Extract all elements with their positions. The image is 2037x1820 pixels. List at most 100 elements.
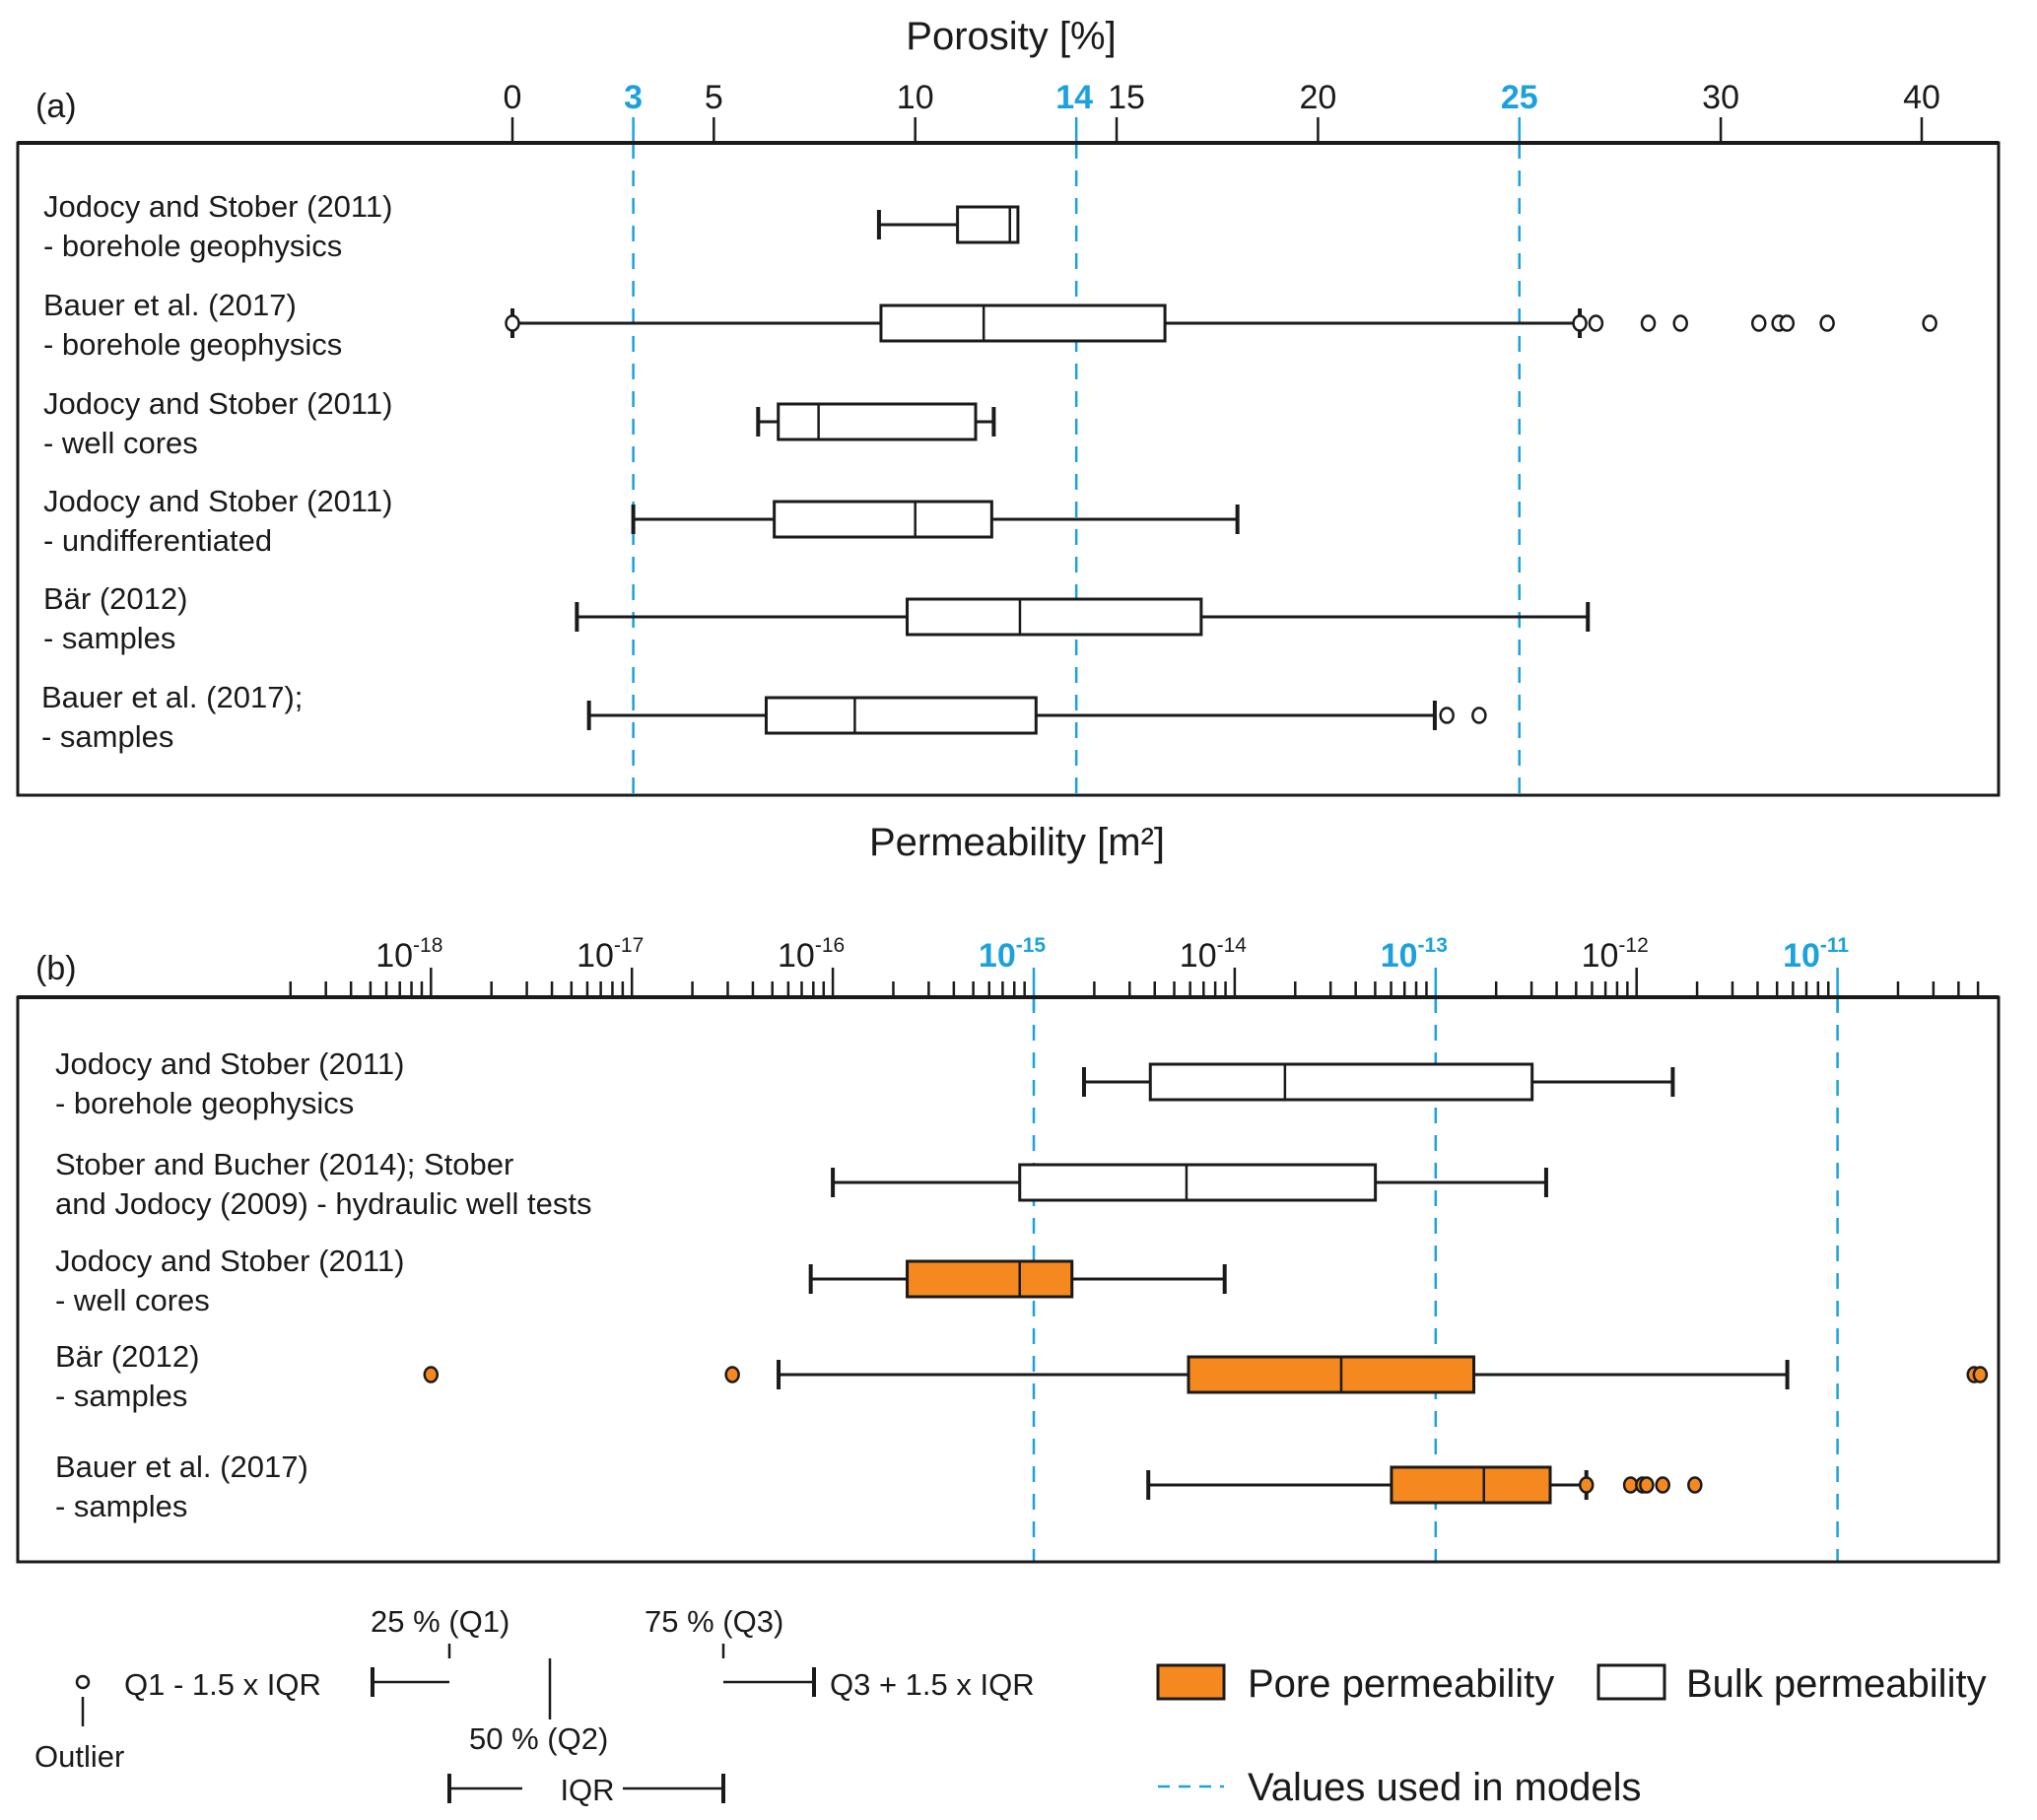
outlier-point [1572, 314, 1588, 332]
outlier-point [1779, 314, 1796, 332]
outlier-point [1819, 314, 1835, 332]
panel-permeability: Permeability [m²] (b) 10-18 10-17 10-16 10-… [16, 821, 2001, 1564]
tick-base: 10 [1783, 937, 1820, 975]
legend-upper-whisker-label: Q3 + 1.5 x IQR [830, 1667, 1035, 1702]
tick-exponent: -14 [1217, 934, 1248, 957]
legend-lower-whisker-label: Q1 - 1.5 x IQR [124, 1667, 321, 1702]
tick-base: 10 [979, 937, 1016, 975]
iqr-box [956, 205, 1020, 244]
panel-porosity: Porosity [%] (a) 0 3 5 10 14 15 20 25 30 40 Jodoc… [16, 15, 2001, 797]
porosity-tick-label: 5 [705, 79, 723, 116]
tick-exponent: -11 [1820, 934, 1850, 957]
permeability-row: Jodocy and Stober (2011) - borehole geoph… [55, 1046, 1675, 1120]
iqr-box [764, 696, 1038, 735]
iqr-box [906, 597, 1203, 637]
tick-base: 10 [375, 937, 413, 975]
tick-base: 10 [1381, 937, 1418, 975]
permeability-row-label: - samples [55, 1489, 187, 1523]
porosity-row-label: - well cores [43, 426, 198, 460]
permeability-row-label: - samples [55, 1379, 187, 1413]
legend-q2-label: 50 % (Q2) [469, 1721, 608, 1756]
porosity-row-label: Bär (2012) [43, 581, 187, 616]
tick-exponent: -16 [815, 934, 845, 957]
porosity-row-label: Bauer et al. (2017) [43, 288, 297, 322]
permeability-rows: Jodocy and Stober (2011) - borehole geoph… [55, 1046, 1989, 1523]
porosity-row-label: Jodocy and Stober (2011) [43, 484, 392, 518]
outlier-point [1751, 314, 1767, 332]
porosity-row-label: - borehole geophysics [43, 229, 342, 263]
legend-q1-label: 25 % (Q1) [371, 1604, 509, 1639]
outlier-point [1655, 1476, 1670, 1494]
tick-base: 10 [577, 937, 614, 975]
tick-exponent: -17 [614, 934, 644, 957]
porosity-row-label: - undifferentiated [43, 523, 272, 558]
iqr-box [879, 303, 1167, 343]
outlier-point [1588, 314, 1604, 332]
iqr-box [773, 500, 993, 539]
porosity-row: Bär (2012) - samples [43, 581, 1591, 655]
permeability-tick-label: 10-18 [375, 934, 442, 975]
tick-exponent: -13 [1418, 934, 1448, 957]
outlier-point [1439, 707, 1455, 724]
legend-reference-label: Values used in models [1248, 1766, 1642, 1809]
legend-q3-label: 75 % (Q3) [645, 1604, 783, 1639]
permeability-row: Bauer et al. (2017) - samples [55, 1449, 1703, 1523]
porosity-tick-label: 20 [1299, 79, 1336, 116]
porosity-row-label: - samples [43, 621, 175, 655]
permeability-tick-label: 10-15 [979, 934, 1047, 975]
porosity-axis-title: Porosity [%] [906, 15, 1116, 58]
iqr-box [1187, 1355, 1476, 1394]
permeability-tick-label: 10-16 [778, 934, 845, 975]
permeability-row-label: Stober and Bucher (2014); Stober [55, 1147, 513, 1181]
porosity-row-label: Jodocy and Stober (2011) [43, 189, 392, 224]
panel-a-label: (a) [35, 88, 77, 125]
tick-exponent: -18 [413, 934, 442, 957]
legend-pore-label: Pore permeability [1248, 1662, 1554, 1706]
legend-pore-swatch [1156, 1663, 1226, 1701]
legend-iqr-label: IQR [560, 1773, 614, 1807]
outlier-point [1578, 1476, 1595, 1494]
legend-outlier-marker [75, 1674, 91, 1690]
boxplot-legend: Outlier Q1 - 1.5 x IQR 25 % (Q1) 50 % (Q… [34, 1604, 1035, 1807]
porosity-row: Jodocy and Stober (2011) - borehole geoph… [43, 189, 1020, 263]
iqr-box [777, 402, 978, 441]
porosity-row-label: - samples [41, 719, 173, 754]
permeability-tick-label: 10-17 [577, 934, 644, 975]
porosity-tick-label: 10 [897, 79, 934, 116]
outlier-point [1922, 314, 1937, 332]
iqr-box [1390, 1465, 1552, 1505]
porosity-row: Jodocy and Stober (2011) - undifferentiat… [43, 484, 1240, 558]
tick-exponent: -12 [1618, 934, 1648, 957]
legend-outlier-label: Outlier [34, 1739, 124, 1774]
porosity-row-label: - borehole geophysics [43, 327, 342, 362]
permeability-row-label: - well cores [55, 1283, 210, 1317]
permeability-tick-label: 10-11 [1783, 934, 1849, 975]
porosity-row-label: Jodocy and Stober (2011) [43, 386, 392, 421]
outlier-point [1672, 314, 1688, 332]
permeability-tick-label: 10-14 [1180, 934, 1248, 975]
outlier-point [1972, 1366, 1989, 1383]
porosity-tick-label: 15 [1108, 79, 1145, 116]
permeability-ticks: 10-18 10-17 10-16 10-15 10-14 10-13 10-12 10-11 [289, 934, 1980, 1011]
porosity-row: Bauer et al. (2017) - borehole geophysics [43, 288, 1937, 362]
outlier-point [724, 1366, 740, 1383]
outlier-point [1640, 314, 1657, 332]
permeability-row-label: and Jodocy (2009) - hydraulic well tests [55, 1186, 591, 1221]
iqr-box [906, 1259, 1074, 1299]
tick-base: 10 [778, 937, 815, 975]
permeability-row-label: Bauer et al. (2017) [55, 1449, 308, 1484]
tick-exponent: -15 [1016, 934, 1047, 957]
permeability-row-label: - borehole geophysics [55, 1086, 354, 1120]
tick-base: 10 [1180, 937, 1217, 975]
outlier-point [423, 1366, 440, 1383]
porosity-tick-label: 3 [624, 79, 643, 116]
panel-b-label: (b) [35, 950, 77, 987]
fill-legend: Pore permeability Bulk permeability Valu… [1156, 1662, 1987, 1809]
porosity-row-label: Bauer et al. (2017); [41, 680, 303, 714]
legend-bulk-label: Bulk permeability [1686, 1662, 1987, 1706]
permeability-row-label: Bär (2012) [55, 1339, 199, 1374]
outlier-point [1639, 1476, 1655, 1494]
porosity-row: Bauer et al. (2017); - samples [41, 680, 1487, 754]
permeability-row: Stober and Bucher (2014); Stober and Jodo… [55, 1147, 1548, 1221]
